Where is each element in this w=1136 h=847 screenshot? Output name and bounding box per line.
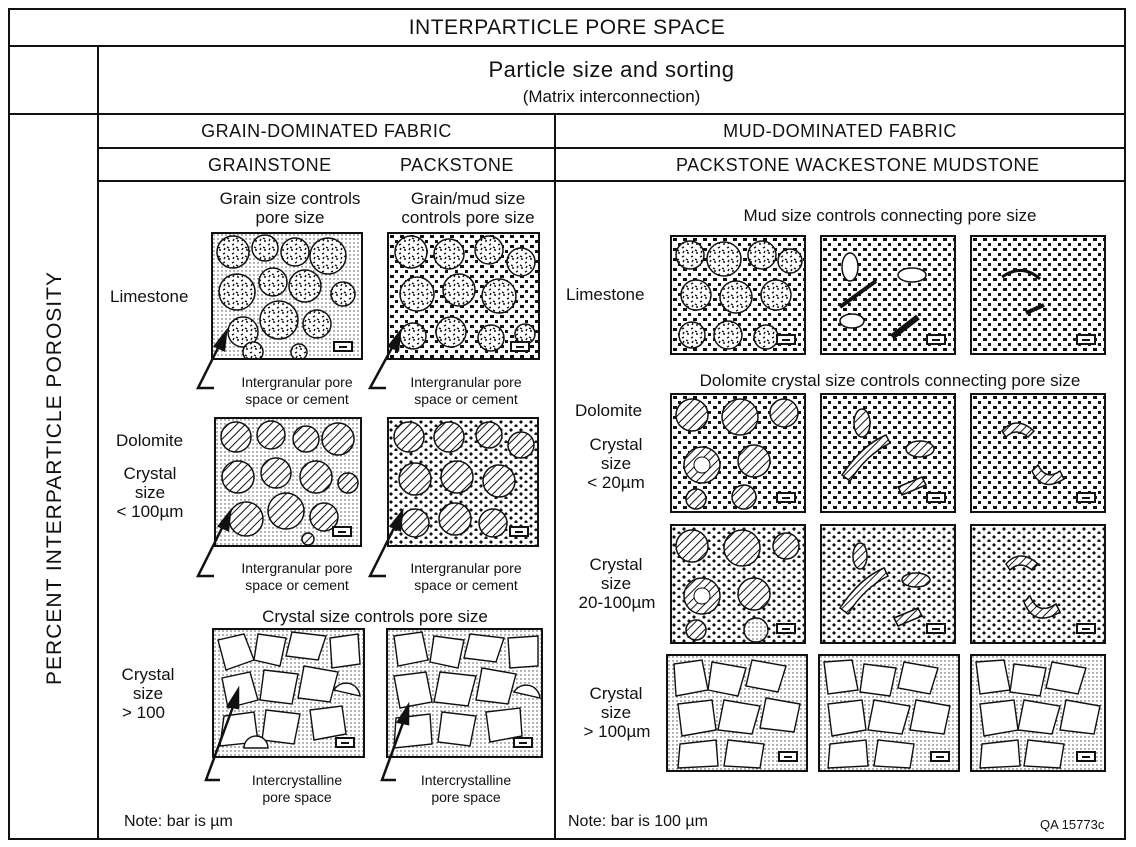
packstone-pore-label-2b: space or cement — [414, 577, 518, 593]
mud-mudstone-dolomite-fine-panel — [970, 393, 1106, 513]
grain-mud-divider — [554, 113, 556, 840]
mud-20-100-label: 20-100µm — [578, 593, 656, 612]
packstone-dolomite-panel — [387, 417, 539, 547]
frame-top — [8, 8, 1126, 10]
mud-crystal-label-3: Crystal — [589, 684, 643, 703]
mud-lt20-label: < 20µm — [587, 473, 645, 492]
rock-type-divider — [97, 180, 1126, 182]
grain-size-label-1: size — [134, 483, 166, 502]
mud-note: Note: bar is 100 µm — [568, 813, 708, 830]
mud-size-caption: Mud size controls connecting pore size — [743, 206, 1037, 225]
side-column-divider — [97, 45, 99, 840]
grainstone-coarse-crystal-panel — [212, 628, 365, 758]
mud-columns-heading: PACKSTONE WACKESTONE MUDSTONE — [676, 155, 1040, 175]
mud-size-label-3: size — [600, 703, 632, 722]
mud-wackestone-limestone-panel — [820, 235, 956, 355]
subtitle-note: (Matrix interconnection) — [522, 87, 701, 106]
mud-packstone-limestone-panel — [670, 235, 806, 355]
grain-caption-2-line1: Grain/mud size — [410, 189, 526, 208]
figure-code: QA 15773c — [1040, 817, 1105, 832]
grainstone-limestone-panel — [211, 232, 363, 360]
subtitle: Particle size and sorting — [488, 57, 735, 82]
crystal-size-caption: Crystal size controls pore size — [262, 607, 488, 626]
grainstone-pore-label-2b: space or cement — [245, 577, 349, 593]
mud-fabric-heading: MUD-DOMINATED FABRIC — [723, 121, 957, 141]
mud-wackestone-dolomite-fine-panel — [820, 393, 956, 513]
mud-packstone-coarse-panel — [666, 654, 808, 772]
mud-dolomite-label: Dolomite — [575, 401, 643, 420]
subtitle-divider — [8, 113, 1126, 115]
grain-note: Note: bar is µm — [124, 813, 233, 830]
mud-mudstone-limestone-panel — [970, 235, 1106, 355]
dolomite-crystal-caption: Dolomite crystal size controls connectin… — [699, 371, 1081, 390]
title-divider — [8, 45, 1126, 47]
grain-size-label-2: size — [132, 684, 164, 703]
mud-crystal-label-2: Crystal — [589, 555, 643, 574]
frame-left — [8, 8, 10, 840]
mud-gt100-label: > 100µm — [583, 722, 651, 741]
grain-caption-1-line2: pore size — [255, 208, 325, 227]
frame-bottom — [8, 838, 1126, 840]
packstone-pore-label-1b: space or cement — [414, 391, 518, 407]
frame-right — [1124, 8, 1126, 840]
packstone-pore-label-2a: Intergranular pore — [410, 560, 522, 576]
grainstone-intercrystalline-a: Intercrystalline — [251, 772, 343, 788]
grain-crystal-label-2: Crystal — [121, 665, 175, 684]
mud-size-label-2: size — [600, 574, 632, 593]
grain-dolomite-label: Dolomite — [116, 431, 184, 450]
packstone-intercrystalline-a: Intercrystalline — [420, 772, 512, 788]
grain-crystal-label-1: Crystal — [123, 464, 177, 483]
packstone-coarse-crystal-panel — [386, 628, 543, 758]
grainstone-pore-label-1a: Intergranular pore — [241, 374, 353, 390]
grain-limestone-label: Limestone — [110, 287, 189, 306]
packstone-limestone-panel — [387, 232, 540, 360]
mud-crystal-label-1: Crystal — [589, 435, 643, 454]
mud-mudstone-dolomite-medium-panel — [970, 524, 1106, 644]
mud-wackestone-dolomite-medium-panel — [820, 524, 956, 644]
grainstone-pore-label-2a: Intergranular pore — [241, 560, 353, 576]
grain-caption-1-line1: Grain size controls — [219, 189, 361, 208]
grain-caption-2-line2: controls pore size — [401, 208, 535, 227]
grainstone-dolomite-panel — [214, 417, 362, 547]
packstone-pore-label-1a: Intergranular pore — [410, 374, 522, 390]
grain-lt100-label: < 100µm — [116, 502, 184, 521]
mud-wackestone-coarse-panel — [818, 654, 960, 772]
mud-mudstone-coarse-panel — [970, 654, 1106, 772]
grainstone-pore-label-1b: space or cement — [245, 391, 349, 407]
grainstone-intercrystalline-b: pore space — [262, 789, 332, 805]
page-title: INTERPARTICLE PORE SPACE — [408, 16, 726, 39]
grain-gt100-label: > 100 — [122, 703, 166, 722]
pointer-arrows — [195, 327, 410, 782]
grain-fabric-heading: GRAIN-DOMINATED FABRIC — [201, 121, 452, 141]
mud-size-label-1: size — [600, 454, 632, 473]
packstone-heading: PACKSTONE — [400, 155, 514, 175]
mud-packstone-dolomite-medium-panel — [670, 524, 806, 644]
fabric-divider — [97, 147, 1126, 149]
side-axis-label: PERCENT INTERPARTICLE POROSITY — [43, 271, 66, 685]
mud-limestone-label: Limestone — [566, 285, 645, 304]
packstone-intercrystalline-b: pore space — [431, 789, 501, 805]
mud-packstone-dolomite-fine-panel — [670, 393, 806, 513]
grainstone-heading: GRAINSTONE — [208, 155, 332, 175]
